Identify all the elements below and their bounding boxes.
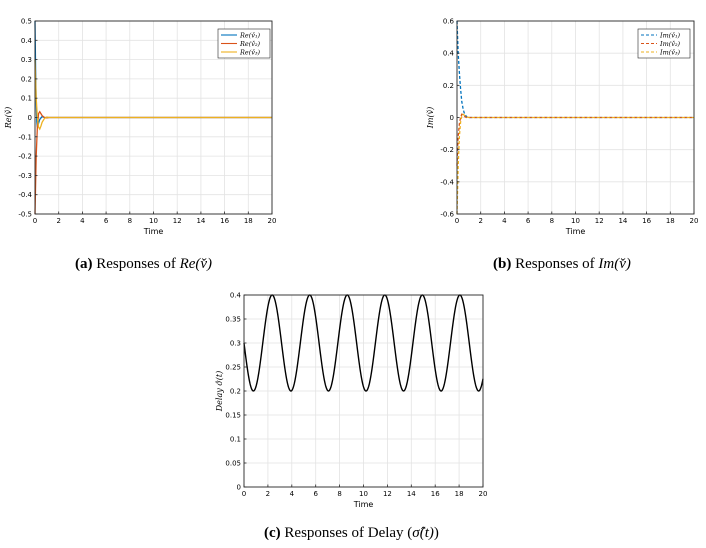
- x-tick-label: 12: [595, 217, 604, 225]
- x-tick-label: 4: [80, 217, 85, 225]
- x-tick-label: 12: [173, 217, 182, 225]
- caption-c-text: Responses of Delay (: [284, 525, 413, 541]
- y-axis-label: Delay σ̂(t): [215, 371, 224, 412]
- legend-label-3: Im(v̌₃): [659, 47, 681, 56]
- y-tick-label: 0.4: [21, 37, 33, 45]
- caption-a-prefix: (a): [75, 256, 93, 272]
- x-tick-label: 4: [290, 490, 295, 498]
- x-tick-label: 0: [455, 217, 459, 225]
- x-tick-label: 14: [618, 217, 627, 225]
- x-tick-label: 6: [526, 217, 531, 225]
- caption-c-math: σ̂(t): [412, 525, 434, 541]
- x-tick-label: 6: [313, 490, 318, 498]
- y-tick-label: -0.2: [18, 153, 32, 161]
- y-tick-label: -0.4: [440, 178, 454, 186]
- y-tick-label: 0.3: [21, 56, 32, 64]
- y-tick-label: -0.3: [18, 172, 32, 180]
- x-tick-label: 18: [666, 217, 675, 225]
- y-tick-label: 0.2: [443, 82, 454, 90]
- x-tick-label: 8: [337, 490, 341, 498]
- y-tick-label: 0: [28, 114, 32, 122]
- y-tick-label: 0.1: [21, 95, 32, 103]
- y-tick-label: 0.35: [225, 316, 241, 324]
- x-axis-label: Time: [143, 227, 164, 236]
- y-tick-label: 0.4: [443, 50, 455, 58]
- legend-label-2: Re(v̌₂): [239, 39, 261, 48]
- y-tick-label: -0.4: [18, 191, 32, 199]
- caption-a-math: Re(v̌): [179, 256, 213, 272]
- caption-b-math: Im(v̌): [598, 256, 631, 272]
- x-tick-label: 18: [244, 217, 253, 225]
- chart-c: 0 2 4 6 8 10 12 14 16 18 20 0 0.05 0.1 0.15 0.2 0.25 0.3 0…: [215, 292, 487, 510]
- y-tick-label: 0.1: [230, 436, 241, 444]
- y-tick-label: 0.4: [230, 292, 242, 300]
- y-tick-label: 0.6: [443, 18, 455, 26]
- x-tick-label: 2: [478, 217, 482, 225]
- legend-label-1: Im(v̌₁): [659, 30, 681, 39]
- caption-a-text: Responses of: [96, 256, 180, 272]
- x-tick-label: 10: [571, 217, 580, 225]
- y-tick-label: 0.2: [21, 75, 32, 83]
- x-tick-label: 8: [128, 217, 132, 225]
- y-axis-label: Re(v̌): [4, 107, 13, 130]
- caption-b-text: Responses of: [515, 256, 599, 272]
- y-tick-label: 0.25: [225, 364, 241, 372]
- legend-label-2: Im(v̌₂): [659, 39, 681, 48]
- caption-a: (a) Responses of Re(v̌): [75, 256, 212, 273]
- legend: Re(v̌₁)Re(v̌₂)Re(v̌₃): [217, 28, 271, 59]
- x-tick-label: 2: [266, 490, 270, 498]
- x-tick-label: 6: [104, 217, 109, 225]
- y-tick-label: 0.3: [230, 340, 241, 348]
- caption-b-prefix: (b): [493, 256, 512, 272]
- chart-b: 0 2 4 6 8 10 12 14 16 18 20 -0.6 -0.4 -0.2 0 0.2 0.4 0.6 T…: [426, 18, 698, 237]
- x-tick-label: 10: [149, 217, 158, 225]
- y-tick-label: -0.2: [440, 146, 454, 154]
- caption-c-prefix: (c): [264, 525, 281, 541]
- caption-c-suffix: ): [433, 525, 439, 541]
- series-line-2: [456, 113, 694, 166]
- x-tick-label: 16: [431, 490, 440, 498]
- y-tick-label: -0.1: [18, 133, 32, 141]
- y-tick-label: -0.6: [440, 211, 454, 219]
- chart-a: 0 2 4 6 8 10 12 14 16 18 20 -0.5 -0.4 -0.3 -0.2 -0.1 0 0.…: [4, 18, 276, 237]
- legend: Im(v̌₁)Im(v̌₂)Im(v̌₃): [637, 28, 691, 59]
- y-tick-label: 0.2: [230, 388, 241, 396]
- y-axis-label: Im(v̌): [426, 107, 435, 130]
- x-tick-label: 16: [220, 217, 229, 225]
- caption-c: (c) Responses of Delay (σ̂(t)): [264, 525, 439, 542]
- x-tick-label: 0: [242, 490, 246, 498]
- y-tick-label: 0.5: [21, 18, 32, 26]
- series-line-3: [456, 113, 694, 215]
- x-tick-label: 20: [690, 217, 699, 225]
- x-axis-label: Time: [565, 227, 586, 236]
- y-tick-label: 0.15: [225, 412, 241, 420]
- x-tick-label: 0: [33, 217, 37, 225]
- y-tick-label: 0: [450, 114, 454, 122]
- x-tick-label: 14: [407, 490, 416, 498]
- legend-label-3: Re(v̌₃): [239, 47, 261, 56]
- x-axis-label: Time: [353, 500, 374, 509]
- x-tick-label: 10: [359, 490, 368, 498]
- x-tick-label: 18: [455, 490, 464, 498]
- caption-b: (b) Responses of Im(v̌): [493, 256, 631, 273]
- y-tick-label: 0.05: [225, 460, 241, 468]
- x-tick-label: 8: [550, 217, 554, 225]
- x-tick-label: 20: [268, 217, 277, 225]
- x-tick-label: 16: [642, 217, 651, 225]
- x-tick-label: 20: [479, 490, 488, 498]
- x-tick-label: 14: [196, 217, 205, 225]
- y-tick-label: -0.5: [18, 211, 32, 219]
- x-tick-label: 4: [502, 217, 507, 225]
- x-tick-label: 12: [383, 490, 392, 498]
- x-tick-label: 2: [56, 217, 60, 225]
- legend-label-1: Re(v̌₁): [239, 30, 261, 39]
- series-line-1: [243, 294, 484, 392]
- y-tick-label: 0: [237, 484, 241, 492]
